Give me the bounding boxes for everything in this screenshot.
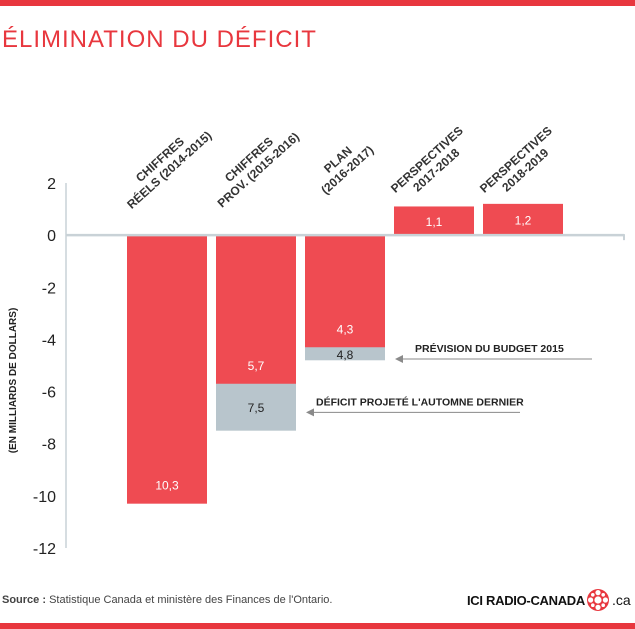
source-note: Source : Statistique Canada et ministère… <box>2 594 332 606</box>
y-tick-label: -4 <box>42 332 56 349</box>
annotation-arrowhead <box>395 354 403 363</box>
bar-value-label: 5,7 <box>248 359 265 373</box>
category-label: CHIFFRESPROV. (2015-2016) <box>205 119 302 210</box>
annotation-label: PRÉVISION DU BUDGET 2015 <box>415 342 564 355</box>
source-text: Statistique Canada et ministère des Fina… <box>49 594 333 606</box>
y-tick-label: -10 <box>33 489 56 506</box>
bar <box>394 206 474 236</box>
logo-text: ICI RADIO-CANADA <box>467 592 585 608</box>
radio-canada-logo[interactable]: ICI RADIO-CANADA .ca <box>467 588 631 612</box>
category-label: PLAN(2016-2017) <box>309 133 376 198</box>
bar <box>305 235 385 348</box>
category-label: CHIFFRESRÉELS (2014-2015) <box>115 118 215 212</box>
logo-tld: .ca <box>611 592 631 608</box>
y-tick-label: 0 <box>47 228 56 245</box>
y-tick-label: -8 <box>42 437 56 454</box>
top-accent-bar <box>0 0 635 6</box>
bar <box>483 203 563 236</box>
bottom-accent-bar <box>0 623 635 629</box>
gem-icon <box>586 589 609 611</box>
annotation-arrowhead <box>306 408 314 417</box>
y-tick-label: -2 <box>42 280 56 297</box>
category-label: PERSPECTIVES2017-2018 <box>388 124 475 206</box>
category-label: PERSPECTIVES2018-2019 <box>477 124 564 206</box>
chart-title: ÉLIMINATION DU DÉFICIT <box>2 26 317 53</box>
deficit-chart: 2 0 -2 -4 -6 -8 -10 -12 (EN MILLIARDS DE DOLLARS… <box>8 118 625 558</box>
annotation-label: DÉFICIT PROJETÉ L'AUTOMNE DERNIER <box>316 395 524 408</box>
y-tick-label: -6 <box>42 385 56 402</box>
bar <box>127 235 207 504</box>
bar-value-label: 1,1 <box>426 215 443 229</box>
y-tick-label: 2 <box>47 176 56 193</box>
bar-value-label: 4,3 <box>337 322 354 336</box>
projection-value-label: 4,8 <box>337 348 354 362</box>
bar <box>216 235 296 384</box>
bar-value-label: 10,3 <box>155 479 179 493</box>
bar-value-label: 1,2 <box>515 214 532 228</box>
y-axis-title: (EN MILLIARDS DE DOLLARS) <box>8 308 19 454</box>
y-tick-label: -12 <box>33 541 56 558</box>
projection-value-label: 7,5 <box>248 401 265 415</box>
source-label: Source : <box>2 594 47 606</box>
